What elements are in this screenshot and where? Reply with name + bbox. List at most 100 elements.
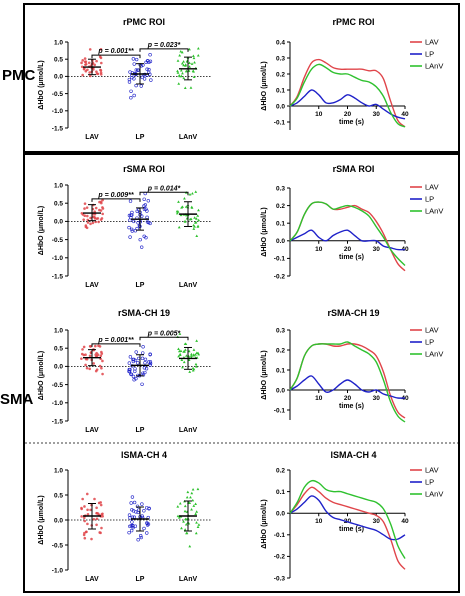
data-point [128, 516, 132, 520]
data-point [184, 517, 187, 521]
data-point [133, 369, 137, 374]
data-point [135, 504, 140, 508]
line-plot-sma-roi-line: rSMA ROI ΔHbO (μmol/L) 0.3 0.2 0.1 0.0 -0.1 -0.… [261, 164, 443, 280]
data-point [178, 502, 182, 505]
y-tick-label: 0.3 [276, 327, 285, 334]
data-point [148, 360, 153, 364]
data-point [127, 530, 131, 535]
data-point [175, 209, 179, 213]
y-axis-label: ΔHbO (μmol/L) [261, 207, 268, 256]
section-label-sma: SMA [0, 391, 34, 408]
data-point [129, 215, 133, 220]
data-point [147, 60, 151, 64]
data-point [177, 73, 181, 77]
data-point [86, 522, 89, 526]
data-point [85, 226, 89, 230]
legend-label: LAnV [425, 490, 443, 499]
data-point [134, 510, 138, 514]
data-point [88, 48, 92, 51]
data-point [96, 72, 100, 76]
data-point [99, 73, 103, 76]
y-tick-label: -0.5 [52, 542, 64, 549]
data-point [91, 221, 95, 225]
y-tick-label: 0.2 [276, 203, 285, 210]
data-point [191, 366, 195, 370]
data-point [192, 227, 196, 230]
category-label: LP [136, 576, 145, 583]
data-point [136, 361, 140, 365]
x-axis-label: time (s) [339, 403, 364, 410]
data-point [144, 366, 149, 371]
data-point [97, 220, 100, 224]
data-point [128, 199, 133, 203]
data-point [129, 89, 133, 93]
data-point [194, 531, 198, 535]
y-tick-label: 0.1 [276, 87, 285, 94]
data-point [131, 525, 135, 530]
category-label: LAnV [179, 576, 198, 583]
data-point [130, 227, 134, 232]
significance-bracket [91, 54, 141, 59]
data-point [88, 367, 91, 371]
series-line-LP [289, 89, 406, 120]
y-tick-label: -1.5 [52, 273, 64, 280]
category-label: LAnV [179, 282, 198, 289]
data-point [95, 511, 99, 515]
data-point [93, 63, 96, 67]
points-LP [127, 191, 152, 249]
data-point [193, 60, 196, 64]
data-point [130, 210, 134, 215]
data-point [127, 369, 131, 374]
series-line-LAnV [289, 341, 406, 423]
data-point [86, 68, 89, 72]
data-point [101, 206, 104, 209]
y-tick-label: 0.0 [54, 364, 63, 371]
y-tick-label: -0.1 [274, 119, 286, 126]
data-point [129, 372, 133, 376]
y-axis-label: ΔHbO (μmol/L) [38, 351, 45, 400]
data-point [86, 508, 89, 512]
data-point [98, 55, 102, 59]
series-line-LAnV [289, 63, 406, 128]
y-tick-label: 0.5 [54, 492, 63, 499]
data-point [193, 225, 196, 228]
charts: rPMC ROI ΔHbO (μmol/L) 1.0 0.5 0.0 -0.5 -1.0 -1… [38, 17, 443, 583]
category-label: LAV [85, 427, 99, 434]
y-axis-label: ΔHbO (μmol/L) [38, 495, 45, 544]
data-point [195, 365, 198, 368]
x-tick-label: 30 [373, 111, 381, 118]
points-LAV [80, 198, 105, 230]
data-point [86, 512, 90, 516]
data-point [179, 49, 183, 53]
data-point [194, 502, 198, 505]
data-point [95, 70, 98, 73]
sma-panel-border [23, 153, 460, 593]
data-point [127, 513, 132, 517]
data-point [181, 205, 184, 208]
data-point [197, 523, 201, 526]
p-value-label: p = 0.001** [97, 337, 133, 344]
series-line-LAnV [289, 479, 406, 559]
data-point [82, 218, 85, 221]
data-point [148, 361, 153, 366]
data-point [141, 351, 145, 355]
data-point [145, 220, 150, 224]
data-point [134, 68, 138, 72]
data-point [176, 69, 179, 73]
category-label: LAnV [179, 134, 198, 141]
data-point [145, 215, 149, 219]
legend-label: LP [425, 338, 434, 347]
data-point [189, 86, 193, 89]
data-point [182, 520, 185, 523]
category-label: LAV [85, 134, 99, 141]
p-value-label: p = 0.014* [147, 185, 181, 192]
data-point [178, 332, 182, 335]
data-point [89, 74, 92, 78]
data-point [180, 358, 184, 362]
data-point [80, 506, 83, 510]
data-point [127, 77, 132, 82]
data-point [127, 225, 131, 230]
data-point [132, 77, 136, 81]
data-point [89, 508, 92, 512]
data-point [143, 357, 148, 362]
